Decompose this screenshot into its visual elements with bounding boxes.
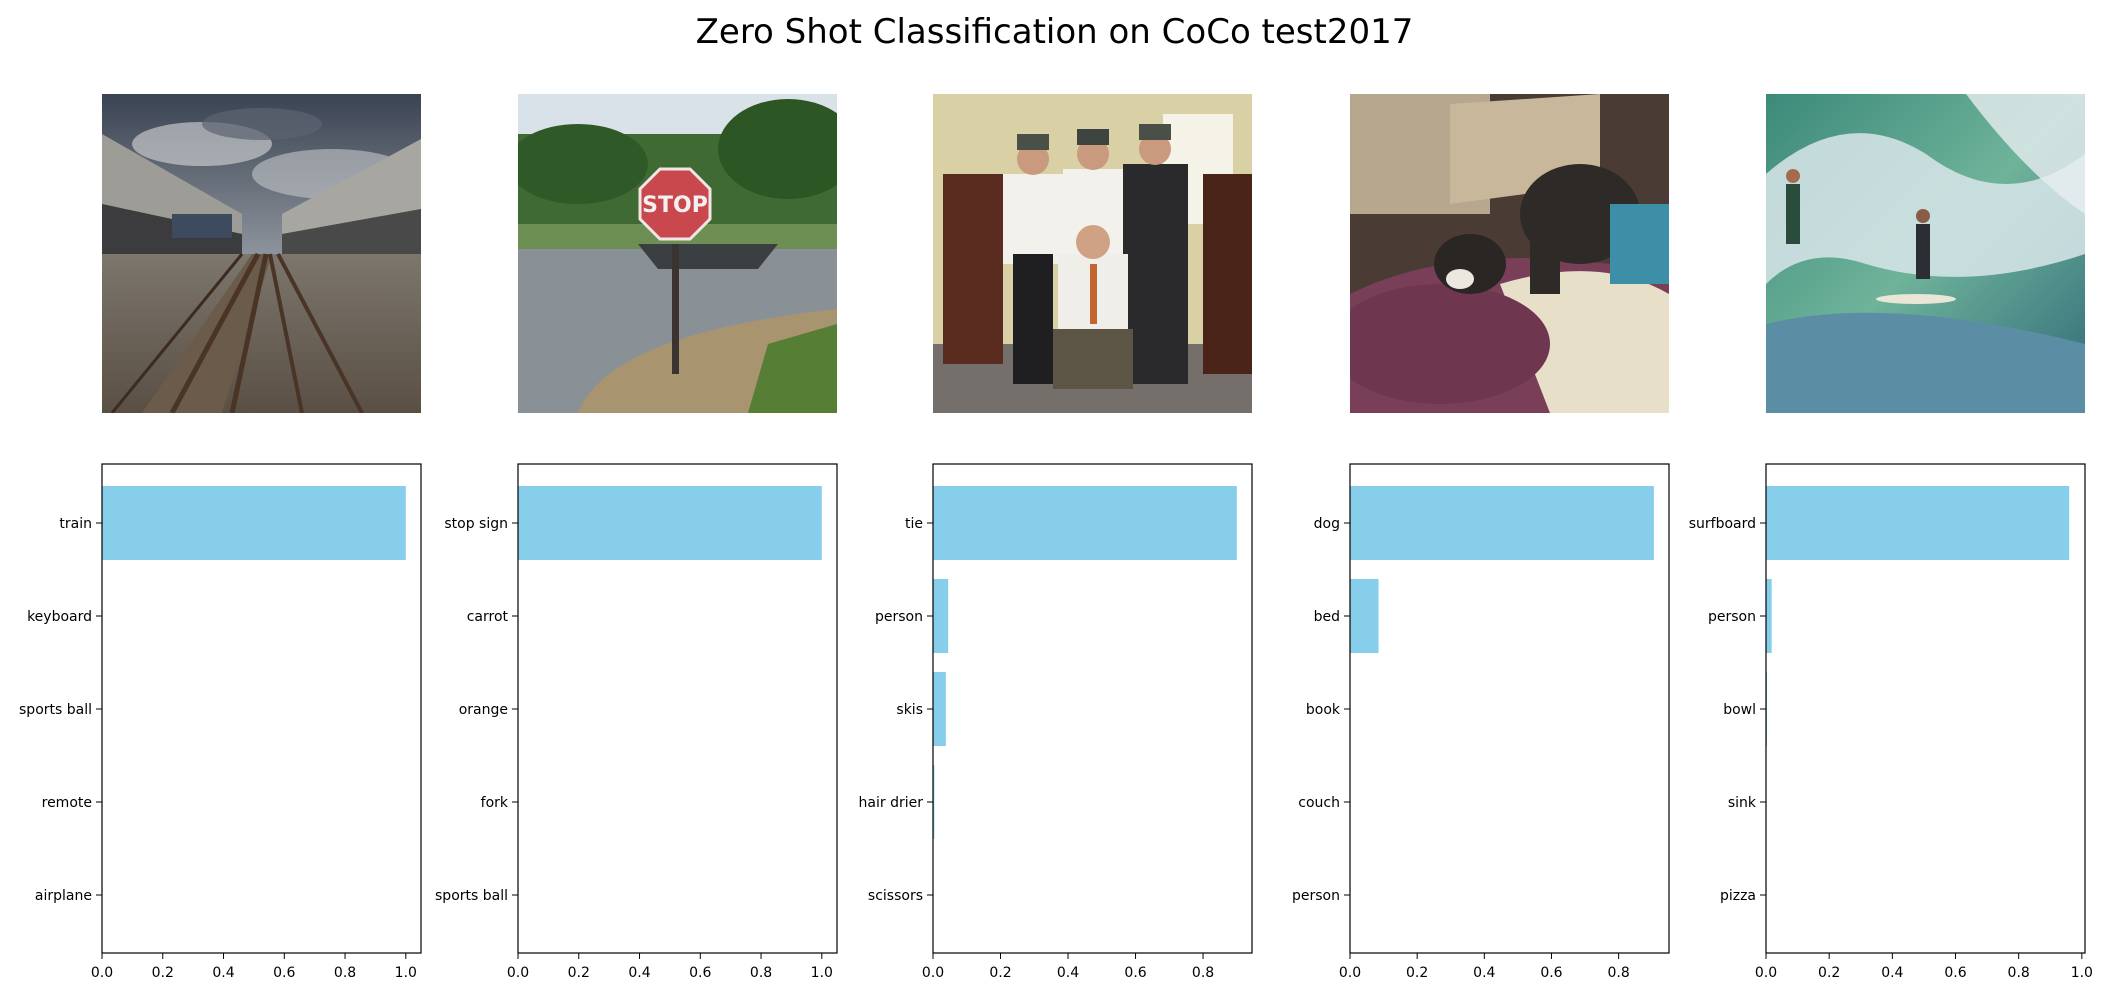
x-tick-label: 0.6 xyxy=(1124,965,1146,981)
x-tick-label: 0.0 xyxy=(922,965,944,981)
x-tick-label: 0.6 xyxy=(689,965,711,981)
x-tick-label: 0.0 xyxy=(1339,965,1361,981)
photo-four-men-in-ties xyxy=(933,94,1252,413)
y-tick-label: surfboard xyxy=(1689,516,1756,532)
bar xyxy=(102,486,406,560)
x-tick-label: 0.8 xyxy=(1192,965,1214,981)
y-tick-label: fork xyxy=(481,795,509,811)
y-tick-label: keyboard xyxy=(27,609,92,625)
y-tick-label: hair drier xyxy=(859,795,924,811)
x-tick-label: 0.0 xyxy=(91,965,113,981)
bar xyxy=(933,486,1237,560)
x-tick-label: 0.2 xyxy=(989,965,1011,981)
y-tick-label: bowl xyxy=(1723,702,1756,718)
x-tick-label: 1.0 xyxy=(2071,965,2093,981)
photo-surfer-on-wave xyxy=(1766,94,2085,413)
x-tick-label: 0.8 xyxy=(2008,965,2030,981)
x-tick-label: 0.4 xyxy=(1881,965,1903,981)
bar xyxy=(933,765,935,839)
y-tick-label: airplane xyxy=(35,888,92,904)
y-tick-label: tie xyxy=(905,516,923,532)
svg-text:STOP: STOP xyxy=(642,193,708,218)
photo-stop-sign: STOP xyxy=(518,94,837,413)
x-tick-label: 0.2 xyxy=(152,965,174,981)
y-tick-label: skis xyxy=(896,702,923,718)
bar xyxy=(518,486,822,560)
chart-3: tie person skis hair drier scissors 0.0 0.2 0.4… xyxy=(859,463,1253,981)
y-tick-label: train xyxy=(59,516,92,532)
y-tick-label: dog xyxy=(1314,516,1340,532)
y-tick-label: stop sign xyxy=(444,516,508,532)
figure-title: Zero Shot Classification on CoCo test201… xyxy=(695,12,1414,52)
x-tick-label: 1.0 xyxy=(395,965,417,981)
y-tick-label: person xyxy=(1292,888,1340,904)
chart-1: train keyboard sports ball remote airplane 0.… xyxy=(19,463,422,981)
y-tick-label: sports ball xyxy=(435,888,508,904)
bar xyxy=(933,672,946,746)
y-tick-label: bed xyxy=(1314,609,1340,625)
bar xyxy=(933,579,949,653)
chart-4: dog bed book couch person 0.0 0.2 0.4 0.6 0.8 xyxy=(1292,463,1670,981)
y-tick-label: pizza xyxy=(1720,888,1756,904)
bar xyxy=(1350,486,1654,560)
bar xyxy=(1766,486,2070,560)
x-tick-label: 0.0 xyxy=(507,965,529,981)
bar xyxy=(1766,579,1772,653)
x-tick-label: 0.8 xyxy=(1607,965,1629,981)
x-tick-label: 0.4 xyxy=(212,965,234,981)
y-tick-label: sports ball xyxy=(19,702,92,718)
y-tick-label: orange xyxy=(459,702,508,718)
chart-2: stop sign carrot orange fork sports ball 0.0 0… xyxy=(435,463,838,981)
photo-railway-tracks xyxy=(102,94,421,413)
x-tick-label: 0.2 xyxy=(568,965,590,981)
x-tick-label: 0.4 xyxy=(628,965,650,981)
y-tick-label: couch xyxy=(1298,795,1340,811)
chart-5: surfboard person bowl sink pizza 0.0 0.2 0.4 0.6… xyxy=(1689,463,2093,981)
y-tick-label: book xyxy=(1306,702,1341,718)
y-tick-label: person xyxy=(1708,609,1756,625)
x-tick-label: 0.2 xyxy=(1818,965,1840,981)
y-tick-label: scissors xyxy=(868,888,923,904)
bar xyxy=(1350,579,1379,653)
x-tick-label: 0.8 xyxy=(750,965,772,981)
x-tick-label: 0.6 xyxy=(273,965,295,981)
x-tick-label: 0.4 xyxy=(1057,965,1079,981)
x-tick-label: 0.6 xyxy=(1540,965,1562,981)
y-tick-label: sink xyxy=(1728,795,1757,811)
x-tick-label: 0.0 xyxy=(1755,965,1777,981)
x-tick-label: 1.0 xyxy=(811,965,833,981)
x-tick-label: 0.6 xyxy=(1944,965,1966,981)
x-tick-label: 0.2 xyxy=(1406,965,1428,981)
x-tick-label: 0.4 xyxy=(1473,965,1495,981)
x-tick-label: 0.8 xyxy=(334,965,356,981)
y-tick-label: remote xyxy=(42,795,92,811)
y-tick-label: carrot xyxy=(467,609,509,625)
photo-dog-on-bed xyxy=(1350,94,1669,413)
y-tick-label: person xyxy=(875,609,923,625)
